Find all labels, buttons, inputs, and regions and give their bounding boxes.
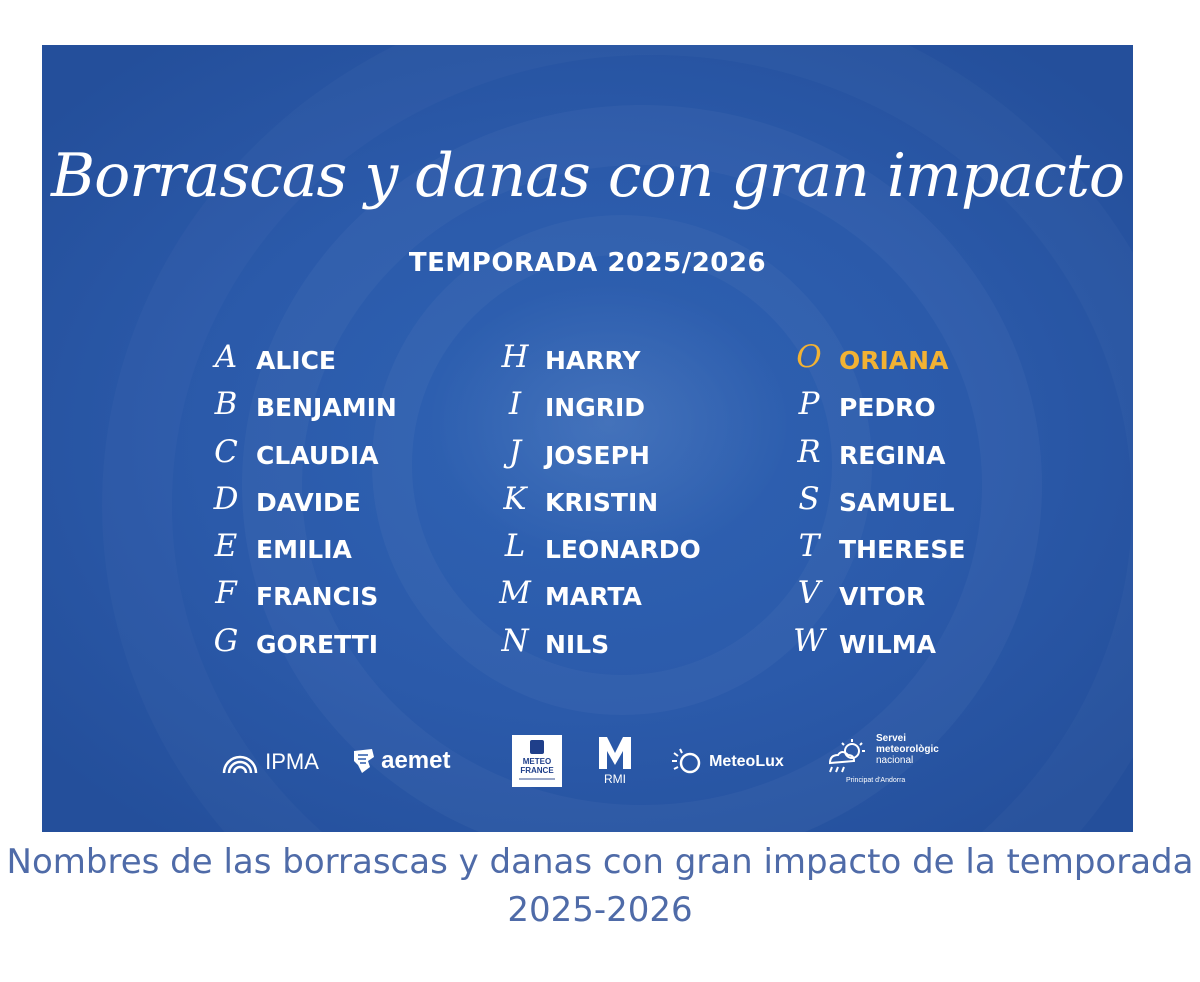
storm-letter: C <box>214 433 238 470</box>
storm-name: JOSEPH <box>545 440 650 470</box>
image-caption: Nombres de las borrascas y danas con gra… <box>6 842 1194 930</box>
rmi-emblem-icon <box>599 737 631 769</box>
storm-letter: W <box>793 622 825 659</box>
storm-name: KRISTIN <box>545 487 659 517</box>
storm-letter: R <box>797 433 821 470</box>
storm-letter: N <box>501 622 529 659</box>
storm-name: REGINA <box>839 440 946 470</box>
storm-name: BENJAMIN <box>256 393 397 423</box>
smn-text-4: Principat d'Andorra <box>846 777 906 784</box>
smn-text-block: Servei meteorològic nacional <box>876 733 939 766</box>
rmi-logo: RMI <box>595 735 635 785</box>
storm-letter: I <box>508 386 522 423</box>
ipma-logo: IPMA <box>220 749 319 775</box>
storm-name: INGRID <box>545 393 646 423</box>
storm-letter: D <box>213 480 239 517</box>
storm-name: VITOR <box>839 582 926 612</box>
storm-letter: A <box>214 339 238 375</box>
storm-name: SAMUEL <box>839 487 955 517</box>
aemet-text: aemet <box>381 747 451 774</box>
ipma-arcs-icon <box>222 755 258 774</box>
smn-text-2: meteorològic <box>876 744 939 755</box>
meteolux-sun-icon <box>672 748 701 774</box>
aemet-logo: aemet <box>352 747 450 775</box>
storm-name: CLAUDIA <box>256 440 379 470</box>
smn-text-3: nacional <box>876 755 914 766</box>
storm-letter: G <box>213 622 239 659</box>
meteofrance-text-2: FRANCE <box>520 766 554 775</box>
storm-name: THERESE <box>839 535 966 565</box>
storm-letter: E <box>214 528 238 565</box>
meteolux-logo: MeteoLux <box>670 747 784 777</box>
storm-names-poster: Borrascas y danas con gran impacto TEMPO… <box>42 45 1133 832</box>
storm-name: PEDRO <box>839 393 936 423</box>
storm-letter: L <box>504 528 526 565</box>
storm-name: ORIANA <box>839 346 949 375</box>
meteofrance-emblem-icon <box>530 740 544 754</box>
storm-letter: P <box>798 386 820 423</box>
storm-letter: M <box>499 575 531 612</box>
storm-letter: J <box>508 433 522 470</box>
meteolux-text: MeteoLux <box>709 753 784 770</box>
smn-text-1: Servei <box>876 733 907 744</box>
storm-name: MARTA <box>545 582 642 612</box>
poster-title: Borrascas y danas con gran impacto <box>51 141 1125 211</box>
storm-name: DAVIDE <box>256 487 361 517</box>
aemet-map-icon <box>354 749 374 773</box>
ipma-text: IPMA <box>265 749 319 774</box>
storm-letter: B <box>214 386 238 423</box>
storm-letter: T <box>798 528 820 565</box>
agency-logos: IPMA aemet METEO FRANCE RMI <box>42 733 1133 795</box>
storm-letter: K <box>503 480 527 517</box>
storm-letter: F <box>215 575 237 612</box>
storm-letter: S <box>798 480 820 517</box>
storm-name: GORETTI <box>256 629 379 659</box>
storm-name: WILMA <box>839 629 937 659</box>
storm-name: EMILIA <box>256 535 352 565</box>
storm-letter: O <box>796 339 822 375</box>
storm-name: HARRY <box>545 346 641 375</box>
storm-letter: H <box>501 339 529 375</box>
rmi-text: RMI <box>604 772 626 786</box>
storm-name: ALICE <box>256 346 337 375</box>
smn-weather-icon <box>828 739 865 773</box>
storm-letter: V <box>797 575 821 612</box>
meteofrance-tagline-line <box>519 778 555 780</box>
storm-name: FRANCIS <box>256 582 379 612</box>
meteofrance-logo: METEO FRANCE <box>512 735 562 787</box>
meteofrance-text-1: METEO <box>522 757 552 766</box>
storm-name: LEONARDO <box>545 535 701 565</box>
storm-name: NILS <box>545 629 610 659</box>
poster-subtitle: TEMPORADA 2025/2026 <box>408 248 767 278</box>
